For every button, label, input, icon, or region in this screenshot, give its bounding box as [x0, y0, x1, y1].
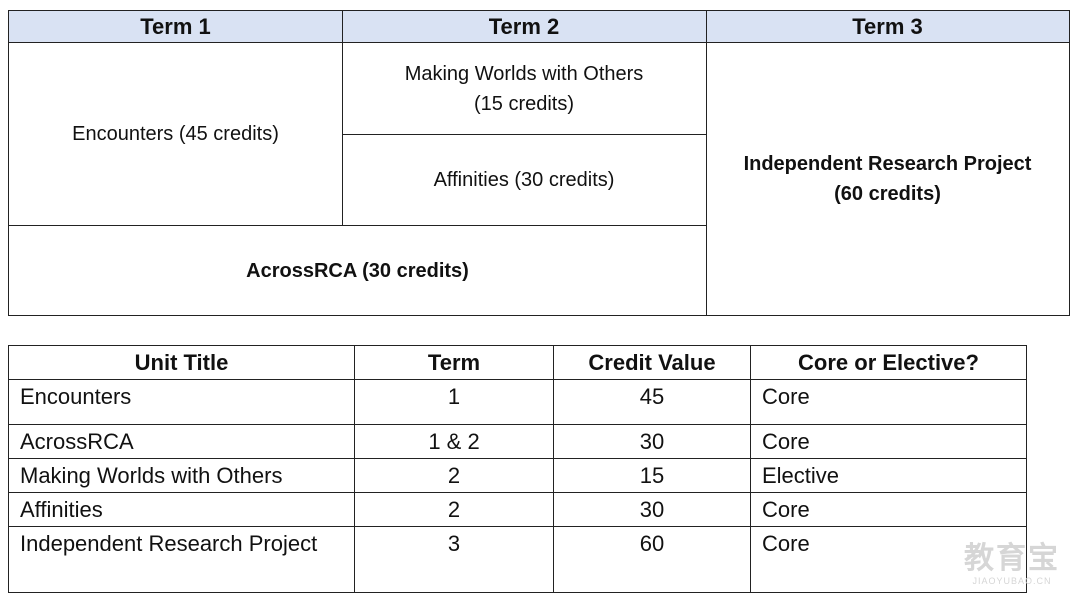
cell-term: 3: [354, 526, 554, 593]
grid-divider: [342, 11, 343, 225]
cell-term: 1 & 2: [354, 424, 554, 459]
making-worlds-block: Making Worlds with Others (15 credits): [342, 43, 706, 134]
cell-credits: 45: [553, 379, 751, 425]
cell-credits: 15: [553, 458, 751, 493]
cell-core-elective: Elective: [750, 458, 1027, 493]
cell-unit-title: Encounters: [8, 379, 355, 425]
affinities-block: Affinities (30 credits): [342, 135, 706, 225]
cell-unit-title: AcrossRCA: [8, 424, 355, 459]
cell-core-elective: Core: [750, 379, 1027, 425]
making-worlds-credits: (15 credits): [473, 92, 575, 115]
affinities-label: Affinities (30 credits): [433, 169, 615, 191]
term-2-header: Term 2: [342, 11, 706, 43]
cell-unit-title: Affinities: [8, 492, 355, 527]
cell-core-elective: Core: [750, 492, 1027, 527]
table-row: Making Worlds with Others 2 15 Elective: [8, 458, 1027, 493]
table-row: AcrossRCA 1 & 2 30 Core: [8, 424, 1027, 459]
table-row: Independent Research Project 3 60 Core: [8, 526, 1027, 593]
encounters-block: Encounters (45 credits): [9, 43, 342, 225]
cell-core-elective: Core: [750, 526, 1027, 593]
watermark-text: 教育宝: [964, 542, 1060, 575]
grid-divider: [706, 11, 707, 315]
making-worlds-label: Making Worlds with Others: [404, 62, 644, 85]
independent-research-credits: (60 credits): [834, 183, 941, 205]
grid-divider: [9, 225, 706, 226]
table-row: Affinities 2 30 Core: [8, 492, 1027, 527]
watermark-logo: 教育宝 JIAOYUBAO.CN: [964, 543, 1060, 587]
cell-term: 1: [354, 379, 554, 425]
table-header-row: Unit Title Term Credit Value Core or Ele…: [8, 345, 1027, 380]
column-header-credit-value: Credit Value: [553, 345, 751, 380]
cell-unit-title: Making Worlds with Others: [8, 458, 355, 493]
independent-research-block: Independent Research Project (60 credits…: [706, 43, 1069, 315]
cell-unit-title: Independent Research Project: [8, 526, 355, 593]
cell-core-elective: Core: [750, 424, 1027, 459]
table-row: Encounters 1 45 Core: [8, 379, 1027, 425]
acrossrca-label: AcrossRCA (30 credits): [246, 259, 469, 282]
column-header-unit-title: Unit Title: [8, 345, 355, 380]
grid-divider: [342, 134, 706, 135]
acrossrca-block: AcrossRCA (30 credits): [9, 226, 706, 315]
cell-term: 2: [354, 458, 554, 493]
column-header-core-elective: Core or Elective?: [750, 345, 1027, 380]
encounters-label: Encounters (45 credits): [72, 123, 279, 145]
cell-credits: 30: [553, 424, 751, 459]
term-structure-grid: Term 1 Term 2 Term 3 Encounters (45 cred…: [8, 10, 1070, 316]
cell-credits: 60: [553, 526, 751, 593]
term-3-header: Term 3: [706, 11, 1069, 43]
column-header-term: Term: [354, 345, 554, 380]
cell-term: 2: [354, 492, 554, 527]
watermark-url: JIAOYUBAO.CN: [972, 576, 1052, 586]
independent-research-label: Independent Research Project: [743, 153, 1032, 175]
term-1-header: Term 1: [9, 11, 342, 43]
unit-table: Unit Title Term Credit Value Core or Ele…: [8, 345, 1027, 593]
cell-credits: 30: [553, 492, 751, 527]
